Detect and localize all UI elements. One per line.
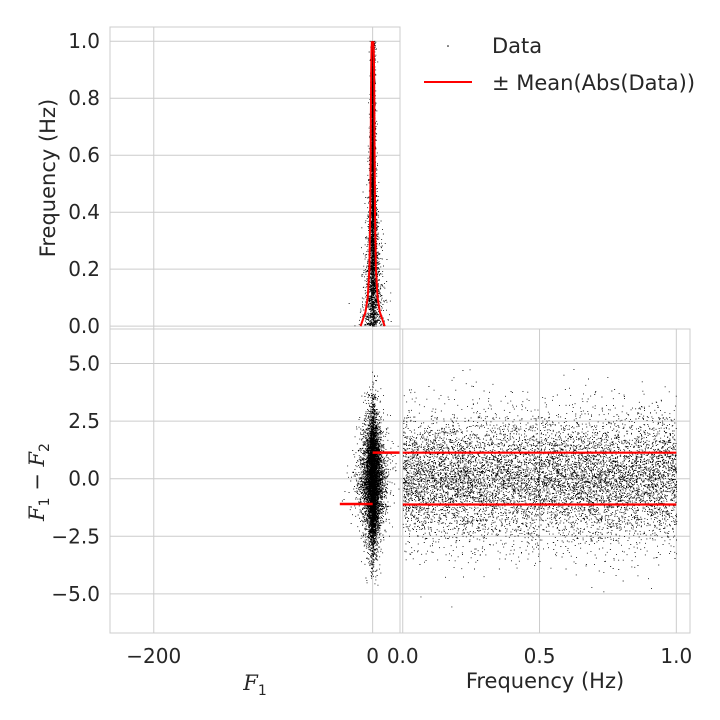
joint-scatter-panel: −200 0 5.0 2.5 0.0 −2.5 −5.0 F1 − F2 F1 xyxy=(25,328,406,699)
x-tick-labels: 0.0 0.5 1.0 xyxy=(387,644,692,668)
mean-abs-line xyxy=(372,41,386,327)
y-tick-labels: 0.0 0.2 0.4 0.6 0.8 1.0 xyxy=(68,29,100,338)
grid-lines xyxy=(110,27,400,329)
x-axis-label: F1 xyxy=(242,671,267,699)
y-tick-label: −2.5 xyxy=(51,524,100,548)
x-tick-label: 0.5 xyxy=(524,644,556,668)
x-tick-label: 0 xyxy=(366,644,379,668)
marginal-f1-panel: 0.0 0.2 0.4 0.6 0.8 1.0 Frequency (Hz) xyxy=(36,26,401,338)
legend: Data ± Mean(Abs(Data)) xyxy=(424,34,695,95)
y-tick-label: 5.0 xyxy=(68,352,100,376)
data-points xyxy=(341,371,400,586)
y-tick-label: 0.4 xyxy=(68,200,100,224)
y-axis-label: F1 − F2 xyxy=(25,443,53,522)
legend-entry-data: Data xyxy=(447,34,542,58)
x-tick-label: 1.0 xyxy=(660,644,692,668)
y-tick-label: 0.8 xyxy=(68,86,100,110)
mean-abs-curve xyxy=(359,41,386,327)
y-tick-label: 0.6 xyxy=(68,143,100,167)
y-tick-label: 0.0 xyxy=(68,467,100,491)
y-tick-label: −5.0 xyxy=(51,582,100,606)
x-axis-label: Frequency (Hz) xyxy=(466,669,624,693)
legend-label-data: Data xyxy=(492,34,542,58)
x-tick-labels: −200 0 xyxy=(126,644,379,668)
legend-marker-data xyxy=(447,45,449,47)
marginal-f1-minus-f2-panel: 0.0 0.5 1.0 Frequency (Hz) xyxy=(387,328,692,693)
legend-label-mean: ± Mean(Abs(Data)) xyxy=(492,71,695,95)
mean-abs-line xyxy=(359,41,373,327)
y-axis-label: Frequency (Hz) xyxy=(36,99,60,257)
data-points-cloud xyxy=(341,371,400,586)
y-tick-label: 1.0 xyxy=(68,29,100,53)
x-tick-label: −200 xyxy=(126,644,181,668)
y-tick-label: 2.5 xyxy=(68,409,100,433)
x-tick-label: 0.0 xyxy=(387,644,419,668)
y-tick-label: 0.0 xyxy=(68,314,100,338)
legend-entry-mean: ± Mean(Abs(Data)) xyxy=(424,71,695,95)
y-tick-labels: 5.0 2.5 0.0 −2.5 −5.0 xyxy=(51,352,100,606)
y-tick-label: 0.2 xyxy=(68,257,100,281)
mean-abs-lines xyxy=(402,451,677,506)
